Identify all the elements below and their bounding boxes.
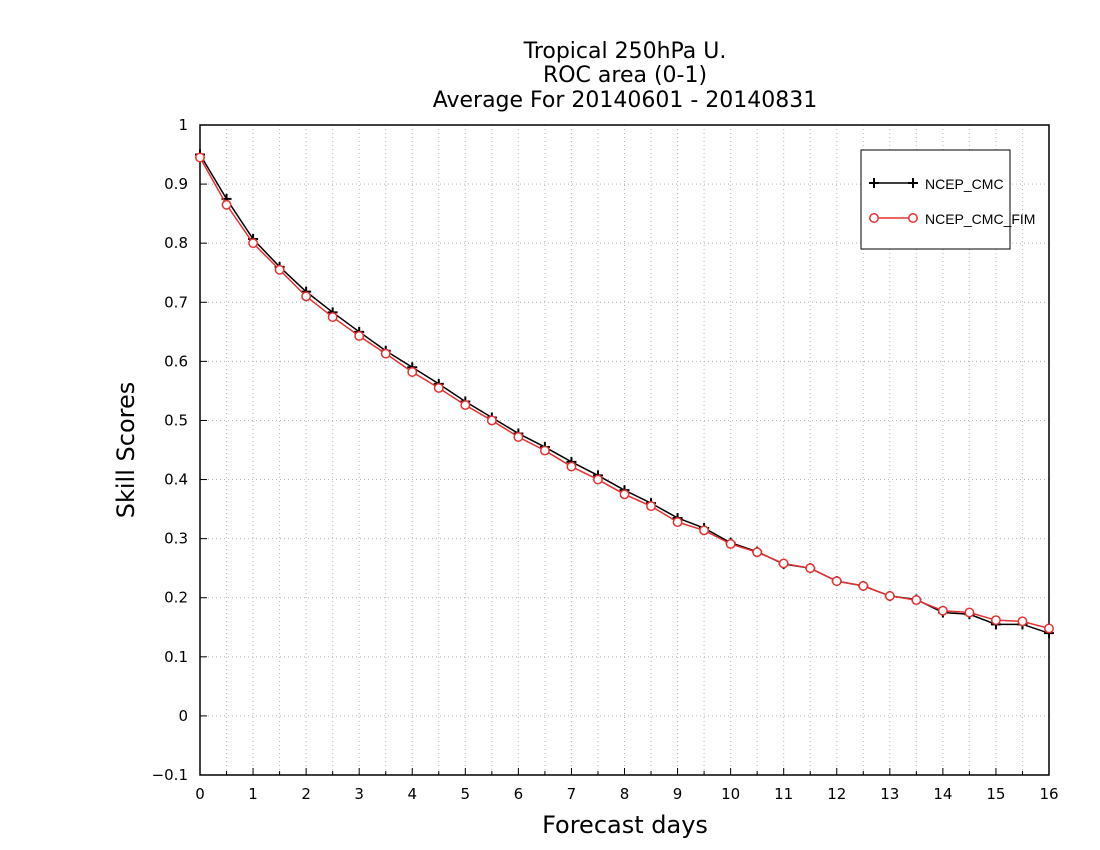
data-point-ncep-cmc-fim <box>486 415 497 426</box>
data-point-ncep-cmc-fim <box>937 605 948 616</box>
data-point-ncep-cmc-fim <box>593 474 603 485</box>
legend-marker-symbol <box>869 213 879 223</box>
data-point-ncep-cmc-fim <box>248 238 259 249</box>
x-tick-labels: 0 1 2 3 4 5 6 7 8 9 10 11 12 13 14 15 16 <box>195 785 1058 803</box>
x-tick-label: 8 <box>620 785 630 803</box>
x-tick-label: 5 <box>461 785 471 803</box>
data-point-ncep-cmc-fim <box>433 383 444 393</box>
x-tick-label: 0 <box>195 785 205 803</box>
data-point-ncep-cmc-fim <box>513 432 524 442</box>
x-axis-label: Forecast days <box>542 811 708 839</box>
data-point-ncep-cmc-fim <box>911 595 922 606</box>
data-point-ncep-cmc-fim <box>195 152 205 163</box>
x-tick-label: 7 <box>567 785 577 803</box>
x-tick-label: 11 <box>774 785 793 803</box>
y-axis-label: Skill Scores <box>112 382 140 519</box>
axis-ticks <box>199 124 1050 776</box>
legend-marker-symbol <box>908 178 918 188</box>
x-tick-label: 16 <box>1039 785 1058 803</box>
data-point-ncep-cmc-fim <box>778 558 789 569</box>
data-point-ncep-cmc-fim <box>725 539 736 549</box>
y-tick-label: 0.2 <box>164 589 188 607</box>
series-ncep-cmc-fim <box>195 152 1054 634</box>
x-tick-label: 10 <box>721 785 740 803</box>
series-layer <box>195 149 1054 639</box>
data-point-ncep-cmc-fim <box>407 367 418 377</box>
data-point-ncep-cmc-fim <box>884 591 895 601</box>
data-point-ncep-cmc-fim <box>566 461 577 472</box>
data-point-ncep-cmc-fim <box>990 615 1001 626</box>
x-tick-label: 15 <box>986 785 1005 803</box>
legend-label-ncep-cmc-fim: NCEP_CMC_FIM <box>925 211 1035 227</box>
data-point-ncep-cmc-fim <box>672 517 683 528</box>
data-point-ncep-cmc-fim <box>301 291 312 302</box>
y-tick-labels: −0.1 0 0.1 0.2 0.3 0.4 0.5 0.6 0.7 0.8 0.9 1 <box>152 116 188 784</box>
y-tick-label: 0.6 <box>164 352 188 370</box>
legend-entry-ncep-cmc: NCEP_CMC <box>869 176 1004 192</box>
data-point-ncep-cmc-fim <box>460 400 471 411</box>
chart-title: Tropical 250hPa U. ROC area (0-1) Averag… <box>433 39 818 113</box>
data-point-ncep-cmc-fim <box>221 199 232 210</box>
y-tick-label: 0.4 <box>164 471 188 489</box>
data-point-ncep-cmc-fim <box>1044 623 1054 634</box>
y-tick-label: 0 <box>178 707 188 725</box>
x-tick-label: 13 <box>880 785 899 803</box>
y-tick-label: 0.8 <box>164 234 188 252</box>
x-tick-label: 4 <box>407 785 417 803</box>
data-point-ncep-cmc-fim <box>619 489 630 500</box>
y-tick-label: 1 <box>178 116 188 134</box>
y-tick-label: 0.3 <box>164 530 188 548</box>
data-point-ncep-cmc-fim <box>646 501 656 512</box>
data-point-ncep-cmc-fim <box>752 547 763 558</box>
legend-box <box>860 149 1011 250</box>
data-point-ncep-cmc-fim <box>1017 616 1028 627</box>
legend-label-ncep-cmc: NCEP_CMC <box>925 176 1004 192</box>
y-tick-label: 0.9 <box>164 175 188 193</box>
x-tick-label: 6 <box>514 785 524 803</box>
y-tick-label: 0.5 <box>164 411 188 429</box>
y-tick-label: 0.7 <box>164 293 188 311</box>
legend: NCEP_CMC NCEP_CMC_FIM <box>860 149 1035 250</box>
data-point-ncep-cmc-fim <box>805 563 816 574</box>
y-tick-label: 0.1 <box>164 648 188 666</box>
x-tick-label: 12 <box>827 785 846 803</box>
x-tick-label: 2 <box>301 785 311 803</box>
data-point-ncep-cmc-fim <box>354 331 365 341</box>
data-point-ncep-cmc-fim <box>831 576 842 587</box>
data-point-ncep-cmc-fim <box>274 264 285 275</box>
x-tick-label: 1 <box>248 785 258 803</box>
legend-marker-ncep-cmc-fim <box>869 213 918 223</box>
x-tick-label: 9 <box>673 785 683 803</box>
chart-title-line-2: ROC area (0-1) <box>543 63 707 88</box>
x-tick-label: 14 <box>933 785 952 803</box>
x-tick-label: 3 <box>354 785 364 803</box>
chart-title-line-3: Average For 20140601 - 20140831 <box>433 88 818 113</box>
chart-title-line-1: Tropical 250hPa U. <box>523 39 727 64</box>
y-tick-label: −0.1 <box>152 766 188 784</box>
data-point-ncep-cmc-fim <box>699 525 710 536</box>
data-point-ncep-cmc-fim <box>858 580 869 591</box>
legend-entry-ncep-cmc-fim: NCEP_CMC_FIM <box>869 211 1035 227</box>
data-point-ncep-cmc-fim <box>327 312 338 322</box>
data-point-ncep-cmc-fim <box>380 348 391 359</box>
legend-marker-symbol <box>908 213 918 223</box>
data-point-ncep-cmc-fim <box>964 607 975 618</box>
legend-marker-symbol <box>869 178 879 188</box>
data-point-ncep-cmc-fim <box>539 445 550 456</box>
legend-marker-ncep-cmc <box>869 178 918 188</box>
